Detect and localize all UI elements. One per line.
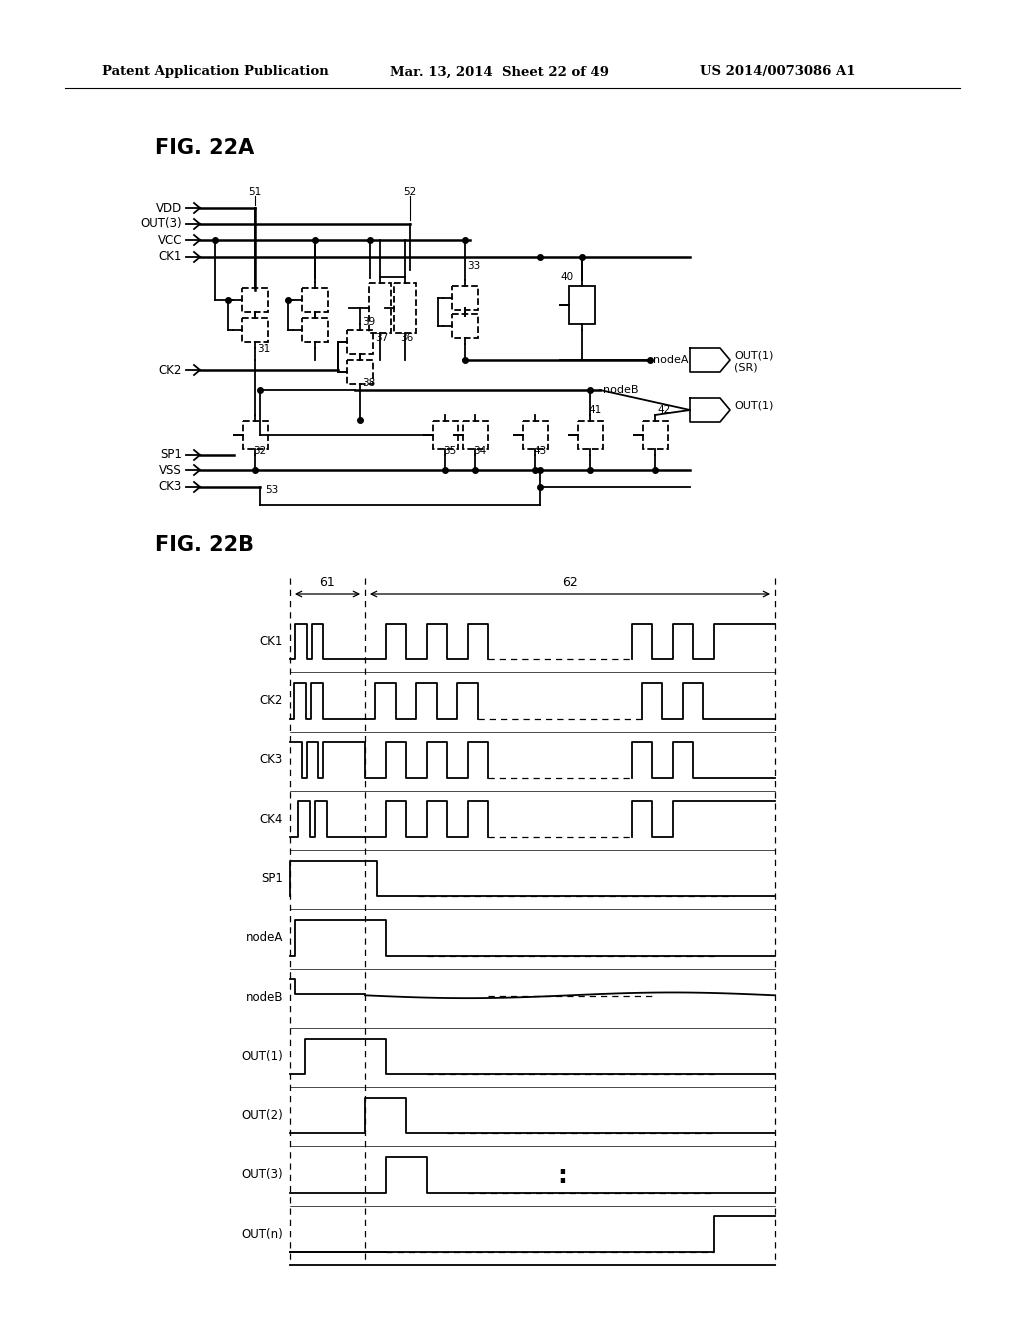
Bar (242, 318, 268, 342)
Text: OUT(1): OUT(1) (242, 1049, 283, 1063)
Text: OUT(1): OUT(1) (734, 351, 773, 360)
Bar (578, 421, 602, 449)
Text: 37: 37 (375, 333, 388, 343)
Text: (SR): (SR) (734, 363, 758, 374)
Text: nodeA: nodeA (246, 932, 283, 944)
Bar (394, 282, 416, 333)
Text: 43: 43 (534, 446, 546, 455)
Bar (642, 421, 668, 449)
Text: 62: 62 (562, 577, 578, 590)
Text: 52: 52 (403, 187, 417, 197)
Text: OUT(2): OUT(2) (242, 1109, 283, 1122)
Bar (243, 421, 267, 449)
Text: 34: 34 (473, 446, 486, 455)
Text: 40: 40 (560, 272, 573, 282)
Text: 53: 53 (265, 484, 279, 495)
Bar (452, 314, 478, 338)
Text: 39: 39 (362, 317, 375, 327)
Text: 38: 38 (362, 378, 375, 388)
Bar (347, 330, 373, 354)
Text: 35: 35 (443, 446, 457, 455)
Bar (302, 288, 328, 312)
Text: CK1: CK1 (159, 251, 182, 264)
Bar (432, 421, 458, 449)
Text: SP1: SP1 (261, 873, 283, 884)
Text: VDD: VDD (156, 202, 182, 214)
Text: OUT(3): OUT(3) (140, 218, 182, 231)
Text: VSS: VSS (160, 463, 182, 477)
Text: 61: 61 (319, 577, 336, 590)
Text: 33: 33 (467, 261, 480, 271)
Text: nodeB: nodeB (603, 385, 639, 395)
Text: nodeB: nodeB (246, 990, 283, 1003)
Text: 51: 51 (249, 187, 261, 197)
Bar (347, 360, 373, 384)
Text: nodeA: nodeA (653, 355, 688, 366)
Bar (452, 286, 478, 310)
Text: FIG. 22B: FIG. 22B (155, 535, 254, 554)
Text: CK3: CK3 (260, 754, 283, 767)
Text: Mar. 13, 2014  Sheet 22 of 49: Mar. 13, 2014 Sheet 22 of 49 (390, 66, 609, 78)
Text: Patent Application Publication: Patent Application Publication (102, 66, 329, 78)
Bar (369, 282, 391, 333)
Text: 31: 31 (257, 345, 270, 354)
Text: 41: 41 (588, 405, 601, 414)
Text: CK1: CK1 (260, 635, 283, 648)
Text: FIG. 22A: FIG. 22A (155, 139, 254, 158)
Text: CK4: CK4 (260, 813, 283, 826)
Bar (242, 288, 268, 312)
Text: OUT(1): OUT(1) (734, 401, 773, 411)
Text: CK2: CK2 (159, 363, 182, 376)
Text: SP1: SP1 (160, 449, 182, 462)
Text: :: : (557, 1164, 567, 1188)
Text: 42: 42 (657, 405, 671, 414)
Text: US 2014/0073086 A1: US 2014/0073086 A1 (700, 66, 855, 78)
Text: CK3: CK3 (159, 480, 182, 494)
Text: 32: 32 (253, 446, 266, 455)
Bar (569, 286, 595, 323)
Text: OUT(3): OUT(3) (242, 1168, 283, 1181)
Text: OUT(n): OUT(n) (242, 1228, 283, 1241)
Text: CK2: CK2 (260, 694, 283, 708)
Bar (522, 421, 548, 449)
Bar (463, 421, 487, 449)
Text: 36: 36 (400, 333, 414, 343)
Bar (302, 318, 328, 342)
Text: VCC: VCC (158, 234, 182, 247)
